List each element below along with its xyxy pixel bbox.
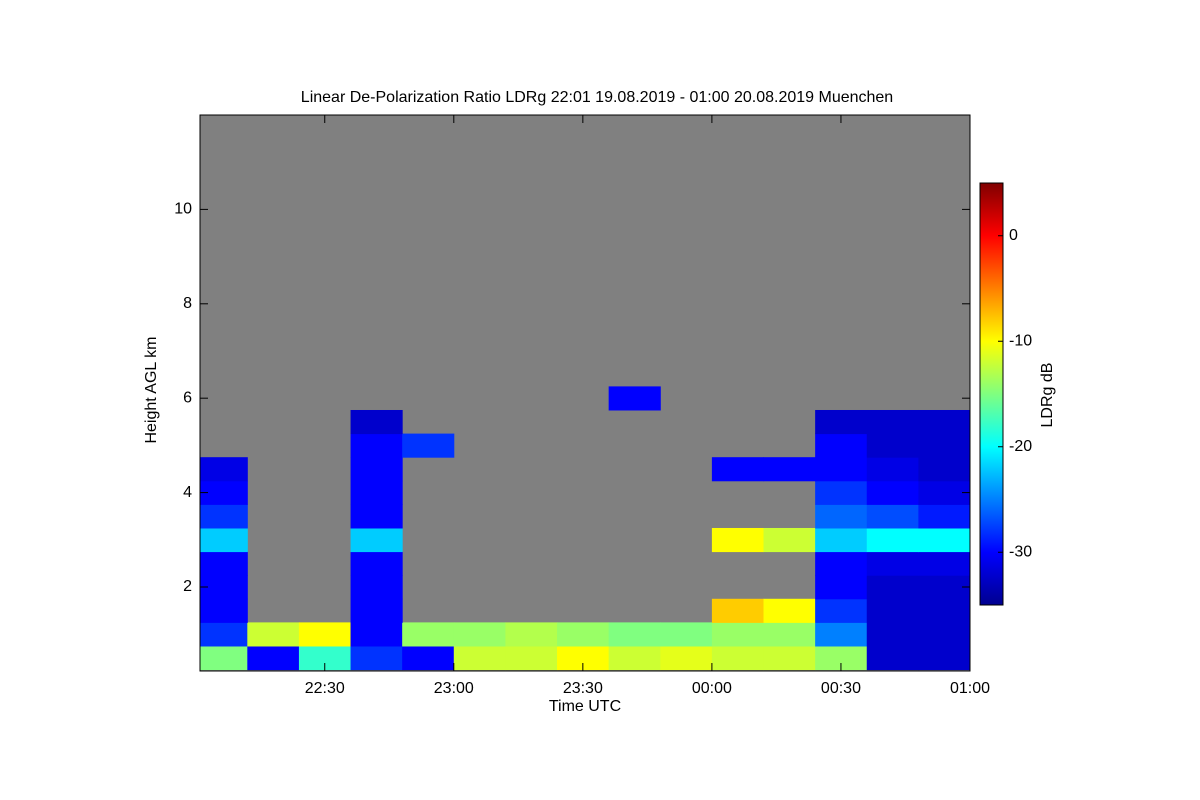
heatmap-cell — [815, 598, 868, 623]
heatmap-cell — [815, 457, 868, 482]
heatmap-cell — [866, 598, 919, 623]
heatmap-cell — [763, 645, 816, 671]
heatmap-cell — [608, 386, 661, 411]
heatmap-cell — [918, 409, 970, 435]
colorbar-tick-label: -20 — [1009, 438, 1032, 455]
x-tick-label: 22:30 — [305, 680, 345, 697]
heatmap-cell — [763, 457, 816, 482]
heatmap-cell — [200, 457, 248, 482]
y-tick-label: 4 — [183, 484, 192, 501]
heatmap-cell — [918, 480, 970, 505]
heatmap-cell — [866, 622, 919, 647]
colorbar — [979, 182, 1004, 606]
heatmap-cell — [350, 598, 403, 623]
heatmap-cell — [815, 575, 868, 600]
heatmap-cell — [711, 622, 765, 647]
heatmap-cell — [200, 504, 248, 529]
heatmap-cell — [350, 457, 403, 482]
y-tick-label: 2 — [183, 578, 192, 595]
x-tick-label: 00:00 — [692, 680, 732, 697]
heatmap-cell — [298, 622, 352, 647]
heatmap-cell — [350, 433, 403, 458]
heatmap-cell — [350, 622, 403, 647]
heatmap-cell — [453, 645, 506, 671]
heatmap-cell — [350, 645, 403, 671]
heatmap-cell — [866, 551, 919, 576]
heatmap-cell — [815, 409, 868, 435]
heatmap-cell — [350, 504, 403, 529]
plot-frame — [199, 114, 971, 672]
heatmap — [200, 386, 970, 671]
heatmap-cell — [918, 457, 970, 482]
heatmap-cell — [350, 551, 403, 576]
heatmap-cell — [608, 645, 661, 671]
heatmap-cell — [711, 457, 765, 482]
heatmap-cell — [350, 575, 403, 600]
y-tick-label: 10 — [174, 201, 192, 218]
heatmap-cell — [763, 527, 816, 553]
heatmap-cell — [866, 645, 919, 671]
heatmap-cell — [763, 598, 816, 623]
chart-title: Linear De-Polarization Ratio LDRg 22:01 … — [301, 89, 893, 106]
colorbar-tick-label: 0 — [1009, 227, 1018, 244]
heatmap-cell — [660, 622, 713, 647]
heatmap-cell — [711, 645, 765, 671]
y-axis-label: Height AGL km — [143, 336, 160, 443]
heatmap-cell — [918, 598, 970, 623]
heatmap-cell — [402, 433, 455, 458]
heatmap-cell — [660, 645, 713, 671]
heatmap-cell — [866, 480, 919, 505]
heatmap-cell — [402, 645, 455, 671]
y-tick-label: 8 — [183, 295, 192, 312]
colorbar-tick-label: -10 — [1009, 332, 1032, 349]
heatmap-cell — [247, 645, 300, 671]
heatmap-cell — [711, 527, 765, 553]
heatmap-cell — [350, 527, 403, 553]
heatmap-cell — [918, 527, 970, 553]
heatmap-cell — [815, 504, 868, 529]
heatmap-cell — [505, 645, 558, 671]
heatmap-cell — [505, 622, 558, 647]
heatmap-cell — [866, 457, 919, 482]
x-tick-label: 00:30 — [821, 680, 861, 697]
heatmap-cell — [557, 622, 610, 647]
heatmap-cell — [350, 409, 403, 435]
heatmap-cell — [815, 551, 868, 576]
heatmap-cell — [866, 575, 919, 600]
heatmap-cell — [866, 409, 919, 435]
heatmap-cell — [918, 551, 970, 576]
x-tick-label: 23:30 — [563, 680, 603, 697]
heatmap-cell — [815, 527, 868, 553]
heatmap-cell — [918, 504, 970, 529]
heatmap-cell — [350, 480, 403, 505]
colorbar-label: LDRg dB — [1039, 363, 1056, 428]
heatmap-cell — [918, 433, 970, 458]
heatmap-cell — [815, 480, 868, 505]
heatmap-cell — [918, 645, 970, 671]
heatmap-cell — [200, 622, 248, 647]
heatmap-cell — [200, 527, 248, 553]
heatmap-cell — [453, 622, 506, 647]
heatmap-cell — [200, 645, 248, 671]
heatmap-cell — [763, 622, 816, 647]
heatmap-cell — [918, 575, 970, 600]
heatmap-cell — [711, 598, 765, 623]
heatmap-cell — [200, 598, 248, 623]
x-tick-label: 01:00 — [950, 680, 990, 697]
x-tick-label: 23:00 — [434, 680, 474, 697]
y-tick-label: 6 — [183, 389, 192, 406]
heatmap-cell — [815, 622, 868, 647]
colorbar-tick-label: -30 — [1009, 543, 1032, 560]
heatmap-cell — [608, 622, 661, 647]
heatmap-cell — [247, 622, 300, 647]
x-axis-label: Time UTC — [549, 698, 621, 715]
heatmap-cell — [866, 504, 919, 529]
heatmap-cell — [866, 433, 919, 458]
heatmap-cell — [815, 433, 868, 458]
heatmap-cell — [866, 527, 919, 553]
heatmap-cell — [918, 622, 970, 647]
heatmap-cell — [402, 622, 455, 647]
heatmap-cell — [200, 551, 248, 576]
